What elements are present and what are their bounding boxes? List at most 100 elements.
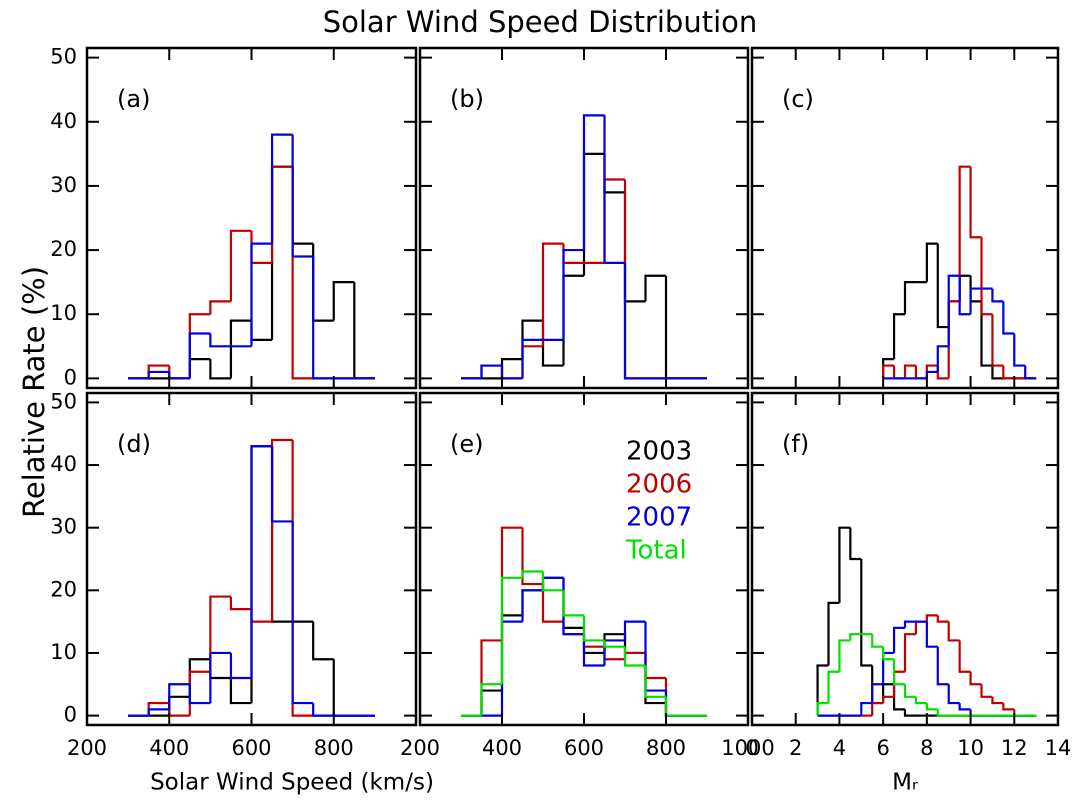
histogram-step [903, 364, 916, 379]
histogram-step [958, 274, 971, 302]
histogram-step [562, 590, 584, 617]
histogram-step [209, 333, 231, 348]
histogram-step [892, 365, 905, 380]
histogram-step [500, 365, 523, 380]
x-tick-label: 800 [646, 736, 686, 760]
histogram-step [871, 634, 884, 648]
histogram-step [603, 153, 625, 194]
histogram-step [816, 701, 829, 716]
histogram-step [936, 709, 949, 717]
histogram-step [229, 678, 252, 705]
histogram-step [991, 365, 1004, 380]
histogram-step [562, 274, 584, 366]
y-axis-label: Relative Rate (%) [17, 266, 51, 518]
figure-title: Solar Wind Speed Distribution [323, 5, 758, 39]
histogram-step [1002, 703, 1015, 711]
histogram-step [188, 670, 211, 716]
histogram-step [521, 338, 543, 379]
histogram-step [188, 658, 211, 697]
histogram-step [229, 319, 252, 379]
histogram-step [521, 345, 543, 379]
plot-frame [418, 391, 750, 727]
histogram-step [562, 577, 584, 630]
histogram-step [816, 664, 829, 716]
histogram-step [903, 633, 916, 672]
histogram-step [147, 370, 170, 379]
histogram-step [664, 275, 687, 380]
histogram-step [892, 684, 905, 711]
histogram-step [882, 651, 895, 685]
legend-label: 2003 [626, 437, 692, 467]
histogram-step [980, 301, 993, 367]
panel-label: (d) [117, 430, 151, 458]
histogram-step [947, 300, 960, 379]
y-tick-label: 50 [50, 389, 77, 413]
legend-label: 2006 [626, 470, 692, 500]
x-tick-label: 400 [149, 736, 189, 760]
histogram-step [838, 526, 851, 603]
histogram-step [991, 288, 1004, 303]
histogram-step [521, 589, 543, 616]
y-tick-label: 30 [50, 515, 77, 539]
x-tick-label: 400 [482, 736, 522, 760]
histogram-step [958, 275, 971, 316]
histogram-step [925, 703, 938, 711]
histogram-step [603, 115, 625, 265]
panel-label: (a) [117, 85, 150, 113]
histogram-step [521, 570, 543, 578]
x-tick-label: 8 [920, 736, 933, 760]
histogram-step [229, 229, 252, 302]
histogram-step [353, 282, 375, 380]
histogram-step [500, 526, 523, 641]
histogram-step [958, 703, 971, 711]
histogram-step [664, 690, 687, 717]
histogram-step [270, 165, 293, 263]
histogram-step [209, 659, 231, 680]
histogram-step [562, 577, 584, 636]
histogram-step [229, 596, 252, 611]
histogram-step [541, 320, 564, 367]
x-tick-label: 12 [1001, 736, 1028, 760]
y-tick-label: 10 [50, 640, 77, 664]
y-tick-label: 10 [50, 301, 77, 325]
panel-label: (f) [782, 430, 809, 458]
histogram-step [903, 684, 916, 698]
histogram-step [270, 446, 293, 523]
histogram-step [947, 621, 960, 642]
histogram-step [270, 438, 293, 622]
histogram-step [664, 678, 687, 717]
histogram-step [892, 313, 905, 360]
x-tick-label: 800 [314, 736, 354, 760]
histogram-step [291, 166, 314, 245]
histogram-step [623, 646, 646, 667]
histogram-step [168, 365, 190, 380]
histogram-step [312, 256, 334, 380]
histogram-step [541, 576, 564, 591]
histogram-step [914, 696, 927, 705]
plot-frame [85, 46, 418, 390]
x-tick-label: 4 [833, 736, 846, 760]
histogram-step [623, 179, 646, 380]
histogram-step [1013, 333, 1026, 367]
x-tick-label: 6 [876, 736, 889, 760]
histogram-step [914, 620, 927, 635]
histogram-step [168, 695, 190, 716]
histogram-step [947, 684, 960, 705]
histogram-step [603, 633, 625, 653]
histogram-step [332, 659, 355, 717]
x-tick-label: 200 [67, 736, 107, 760]
histogram-step [936, 345, 949, 372]
y-tick-label: 30 [50, 173, 77, 197]
histogram-step [849, 527, 862, 561]
histogram-step [250, 320, 273, 341]
histogram-step [969, 287, 982, 315]
histogram-step [860, 701, 873, 716]
histogram-step [209, 359, 231, 380]
histogram-step [168, 371, 190, 380]
x-tick-label: 1000 [721, 736, 774, 760]
histogram-step [500, 358, 523, 379]
histogram-step [827, 670, 840, 704]
histogram-step [925, 621, 938, 648]
histogram-step [168, 703, 190, 717]
